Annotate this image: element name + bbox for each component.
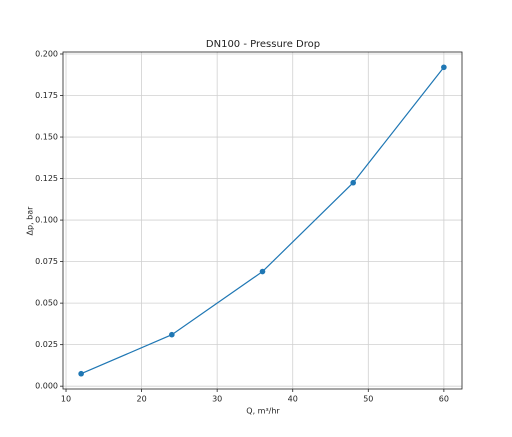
data-point [78,370,84,377]
chart-title: DN100 - Pressure Drop [206,39,320,50]
x-axis-label: Q, m³/hr [246,407,280,416]
y-tick-label: 0.050 [35,299,58,308]
x-tick-label: 20 [136,395,146,404]
data-point [169,331,175,338]
y-tick-label: 0.125 [35,174,58,183]
x-tick-label: 50 [363,395,373,404]
plot-frame [62,51,463,390]
y-tick-label: 0.025 [35,340,58,349]
y-axis-label: Δp, bar [26,206,35,236]
y-tick-label: 0.100 [35,216,58,225]
y-tick-label: 0.175 [35,91,58,100]
data-point [441,64,447,71]
y-tick-label: 0.150 [35,133,58,142]
data-point [259,268,266,275]
x-tick-label: 60 [439,395,449,404]
y-tick-label: 0.000 [35,382,58,391]
data-point [350,179,356,186]
x-tick-label: 10 [61,395,71,404]
y-tick-label: 0.075 [35,257,58,266]
x-tick-label: 40 [288,395,298,404]
y-tick-label: 0.200 [35,49,58,58]
x-tick-label: 30 [212,395,222,404]
